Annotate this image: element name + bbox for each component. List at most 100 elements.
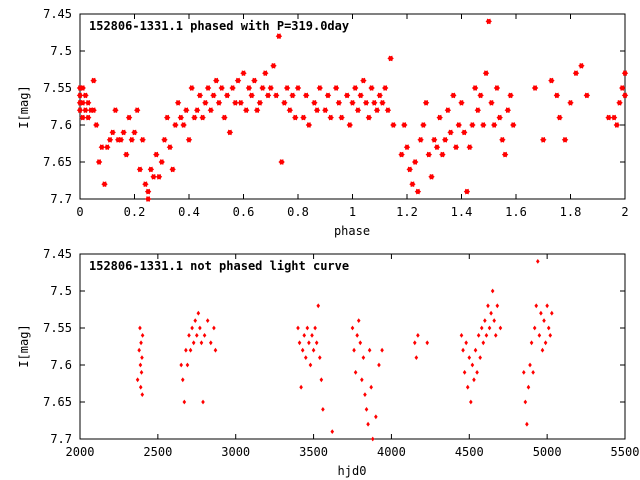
data-point [510, 122, 517, 128]
data-point [370, 436, 375, 442]
data-point [204, 85, 212, 91]
data-point [492, 318, 496, 323]
data-point [479, 325, 484, 331]
data-point [458, 100, 465, 106]
data-point [138, 362, 143, 368]
y-tick-label: 7.65 [43, 395, 72, 409]
data-point [321, 407, 325, 412]
data-point [364, 407, 369, 412]
data-point [112, 107, 119, 113]
data-point [469, 122, 476, 128]
data-point [498, 325, 503, 331]
data-point [90, 77, 97, 84]
data-point [490, 288, 495, 294]
data-point [469, 399, 473, 405]
data-point [478, 355, 482, 360]
data-point [155, 174, 163, 180]
data-point [365, 114, 373, 121]
data-point [480, 122, 487, 128]
data-point [368, 85, 375, 91]
data-point [499, 137, 506, 143]
data-point [193, 318, 198, 323]
data-point [150, 174, 157, 180]
data-point [521, 370, 526, 375]
data-point [128, 137, 135, 143]
data-point [79, 85, 86, 91]
data-point [546, 325, 551, 331]
data-point [212, 325, 216, 331]
data-point [338, 114, 345, 121]
data-point [314, 340, 319, 346]
data-point [305, 122, 313, 128]
data-point [539, 310, 543, 316]
chart-title-bottom: 152806-1331.1 not phased light curve [89, 259, 349, 273]
x-tick-label: 1 [349, 205, 356, 219]
data-point [136, 166, 144, 173]
data-point [619, 85, 626, 91]
data-point [496, 114, 503, 121]
data-point [139, 370, 144, 375]
data-point [138, 325, 142, 331]
data-point [194, 107, 201, 113]
x-tick-label: 2 [621, 205, 628, 219]
data-point [487, 325, 492, 331]
data-point [343, 92, 351, 99]
data-point [185, 137, 193, 143]
data-point [210, 92, 217, 99]
data-point [305, 325, 310, 331]
data-point [459, 333, 464, 338]
data-point [465, 384, 470, 390]
data-point [442, 137, 449, 143]
data-point [414, 188, 422, 195]
data-point [330, 429, 335, 434]
data-point [199, 340, 204, 346]
data-point [218, 85, 225, 91]
data-point [299, 384, 303, 390]
x-tick-label: 1.8 [560, 205, 582, 219]
data-point [82, 107, 89, 113]
data-point [106, 137, 114, 143]
data-point [578, 63, 585, 69]
data-point [481, 340, 486, 346]
data-point [302, 333, 307, 338]
x-tick-label: 0.4 [178, 205, 200, 219]
y-tick-label: 7.5 [50, 284, 72, 298]
y-axis-label-bottom: I[mag] [17, 324, 31, 367]
data-point [447, 129, 454, 136]
data-point [374, 414, 378, 420]
y-tick-label: 7.7 [50, 192, 72, 206]
data-point [366, 421, 370, 427]
y-tick-label: 7.65 [43, 155, 72, 169]
y-tick-label: 7.6 [50, 118, 72, 132]
data-point [120, 129, 127, 136]
data-point [180, 122, 187, 128]
data-point [117, 137, 125, 143]
data-point [526, 384, 531, 390]
data-point [483, 318, 487, 323]
data-point [450, 92, 457, 99]
data-point [542, 318, 546, 323]
data-point [234, 77, 242, 84]
data-point [300, 114, 307, 121]
data-point [489, 310, 493, 316]
data-point [183, 107, 190, 113]
data-point [202, 333, 207, 338]
data-point [417, 137, 424, 143]
data-point [455, 122, 462, 128]
data-point [164, 114, 171, 121]
data-point [358, 340, 363, 346]
data-point [621, 92, 629, 99]
data-point [452, 144, 460, 150]
data-point [104, 144, 111, 150]
x-tick-label: 1.2 [396, 205, 418, 219]
data-point [376, 92, 383, 99]
data-point [201, 399, 205, 405]
data-point [477, 92, 484, 99]
x-tick-label: 1.4 [451, 205, 473, 219]
data-point [82, 92, 89, 99]
data-point [491, 122, 498, 128]
data-point [182, 399, 187, 405]
data-point [313, 107, 321, 113]
data-point [226, 129, 234, 136]
